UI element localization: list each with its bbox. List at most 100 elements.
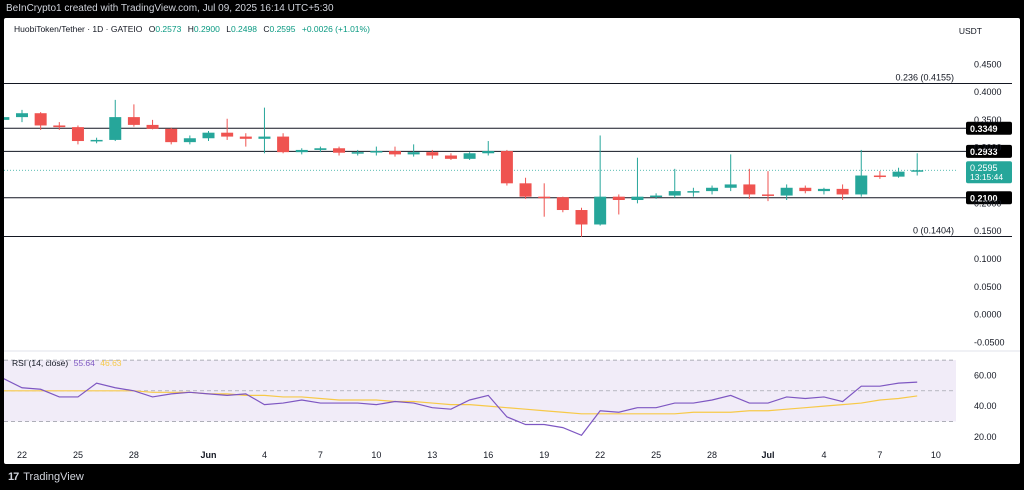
candle-body bbox=[277, 136, 290, 153]
x-tick-label: 13 bbox=[427, 450, 437, 460]
candle-body bbox=[668, 191, 681, 196]
candle-body bbox=[407, 152, 420, 155]
candle-body bbox=[556, 197, 569, 211]
candle-body bbox=[500, 151, 513, 184]
x-tick-label: 28 bbox=[129, 450, 139, 460]
candle-body bbox=[817, 188, 830, 192]
currency-label[interactable]: USDT bbox=[958, 26, 982, 36]
candle-body bbox=[146, 124, 159, 129]
candle-body bbox=[90, 139, 103, 142]
candle-body bbox=[631, 196, 644, 201]
candle-body bbox=[594, 196, 607, 225]
rsi-label[interactable]: RSI (14, close) bbox=[12, 358, 69, 368]
change-value: +0.0026 (+1.01%) bbox=[301, 24, 370, 34]
level-price-tag bbox=[966, 191, 1012, 205]
x-tick-label: 25 bbox=[651, 450, 661, 460]
candle-body bbox=[34, 113, 47, 126]
x-tick-label: Jul bbox=[761, 450, 774, 460]
price-tick-label: 0.2000 bbox=[974, 198, 1002, 208]
level-price-tag-label: 0.3349 bbox=[970, 124, 998, 134]
rsi-tick-label: 40.00 bbox=[974, 401, 997, 411]
candle-body bbox=[650, 195, 663, 198]
rsi-value: 55.64 bbox=[73, 358, 95, 368]
candle-body bbox=[911, 170, 924, 172]
symbol-title[interactable]: HuobiToken/Tether · 1D · GATEIO bbox=[14, 24, 143, 34]
rsi-line bbox=[4, 378, 918, 436]
candle-body bbox=[799, 187, 812, 192]
level-price-tag bbox=[966, 121, 1012, 135]
open-value: 0.2573 bbox=[155, 24, 182, 34]
price-tick-label: -0.0500 bbox=[974, 337, 1005, 347]
candle-body bbox=[71, 127, 84, 142]
candle-body bbox=[575, 210, 588, 225]
candle-body bbox=[370, 151, 383, 153]
chart-svg[interactable]: 0.236 (0.4155) 0 (0.1404) 60.00 40.00 20.00… bbox=[4, 18, 1020, 464]
candle-body bbox=[855, 175, 868, 195]
chart-frame[interactable]: 0.236 (0.4155) 0 (0.1404) 60.00 40.00 20.00… bbox=[4, 18, 1020, 464]
candle-body bbox=[295, 149, 308, 153]
candle-body bbox=[239, 136, 252, 139]
level-price-tag-label: 0.2100 bbox=[970, 193, 998, 203]
rsi-tick-label: 60.00 bbox=[974, 370, 997, 380]
footer-bar: 17 TradingView bbox=[0, 464, 1024, 490]
candle-body bbox=[836, 188, 849, 195]
candle-body bbox=[519, 183, 532, 197]
current-price-label: 0.2595 bbox=[970, 163, 998, 173]
candle-body bbox=[482, 151, 495, 154]
candle-body bbox=[463, 153, 476, 159]
rsi-ma-line bbox=[4, 390, 918, 415]
candle-body bbox=[351, 152, 364, 154]
level-price-tag bbox=[966, 144, 1012, 158]
price-tick-label: 0.3000 bbox=[974, 143, 1002, 153]
fib-level-label: 0 (0.1404) bbox=[913, 226, 954, 236]
price-tick-label: 0.1500 bbox=[974, 226, 1002, 236]
level-price-tag-label: 0.2933 bbox=[970, 147, 998, 157]
candle-body bbox=[444, 155, 457, 159]
close-label: C bbox=[263, 24, 270, 34]
candle-body bbox=[538, 196, 551, 199]
x-tick-label: 16 bbox=[483, 450, 493, 460]
x-tick-label: 25 bbox=[73, 450, 83, 460]
candle-body bbox=[780, 187, 793, 196]
candle-body bbox=[258, 136, 271, 139]
candle-body bbox=[314, 148, 327, 150]
price-tick-label: 0.4000 bbox=[974, 87, 1002, 97]
rsi-tick-label: 20.00 bbox=[974, 432, 997, 442]
candle-body bbox=[16, 113, 28, 118]
candle-body bbox=[221, 132, 234, 137]
high-label: H bbox=[187, 24, 194, 34]
rsi-ma-value: 46.63 bbox=[100, 358, 122, 368]
footer-brand[interactable]: TradingView bbox=[23, 471, 84, 483]
x-tick-label: Jun bbox=[200, 450, 216, 460]
candle-body bbox=[762, 194, 774, 196]
candle-body bbox=[389, 151, 401, 155]
countdown-label: 13:15:44 bbox=[970, 172, 1003, 182]
price-tick-label: 0.3500 bbox=[974, 115, 1002, 125]
x-tick-label: 22 bbox=[17, 450, 27, 460]
candle-body bbox=[333, 148, 346, 153]
open-label: O bbox=[148, 24, 156, 34]
candle-body bbox=[4, 117, 10, 120]
x-tick-label: 7 bbox=[877, 450, 882, 460]
candle-body bbox=[165, 128, 178, 143]
candle-body bbox=[706, 187, 719, 192]
candle-body bbox=[127, 117, 140, 125]
low-value: 0.2498 bbox=[230, 24, 257, 34]
candle-body bbox=[724, 184, 737, 188]
x-tick-label: 28 bbox=[707, 450, 717, 460]
candle-body bbox=[612, 196, 625, 201]
low-label: L bbox=[226, 24, 231, 34]
symbol-legend: HuobiToken/Tether · 1D · GATEIO O0.2573 … bbox=[14, 24, 370, 34]
price-tick-label: 0.1000 bbox=[974, 254, 1002, 264]
x-tick-label: 19 bbox=[539, 450, 549, 460]
price-tick-label: 0.4500 bbox=[974, 59, 1002, 69]
high-value: 0.2900 bbox=[193, 24, 220, 34]
x-tick-label: 4 bbox=[262, 450, 267, 460]
candle-body bbox=[743, 184, 756, 195]
candle-body bbox=[426, 152, 439, 156]
rsi-legend: RSI (14, close) 55.64 46.63 bbox=[12, 358, 122, 368]
current-price-tag bbox=[966, 161, 1012, 184]
x-tick-label: 4 bbox=[821, 450, 826, 460]
x-tick-label: 7 bbox=[318, 450, 323, 460]
tradingview-logo-icon[interactable]: 17 bbox=[8, 471, 19, 483]
